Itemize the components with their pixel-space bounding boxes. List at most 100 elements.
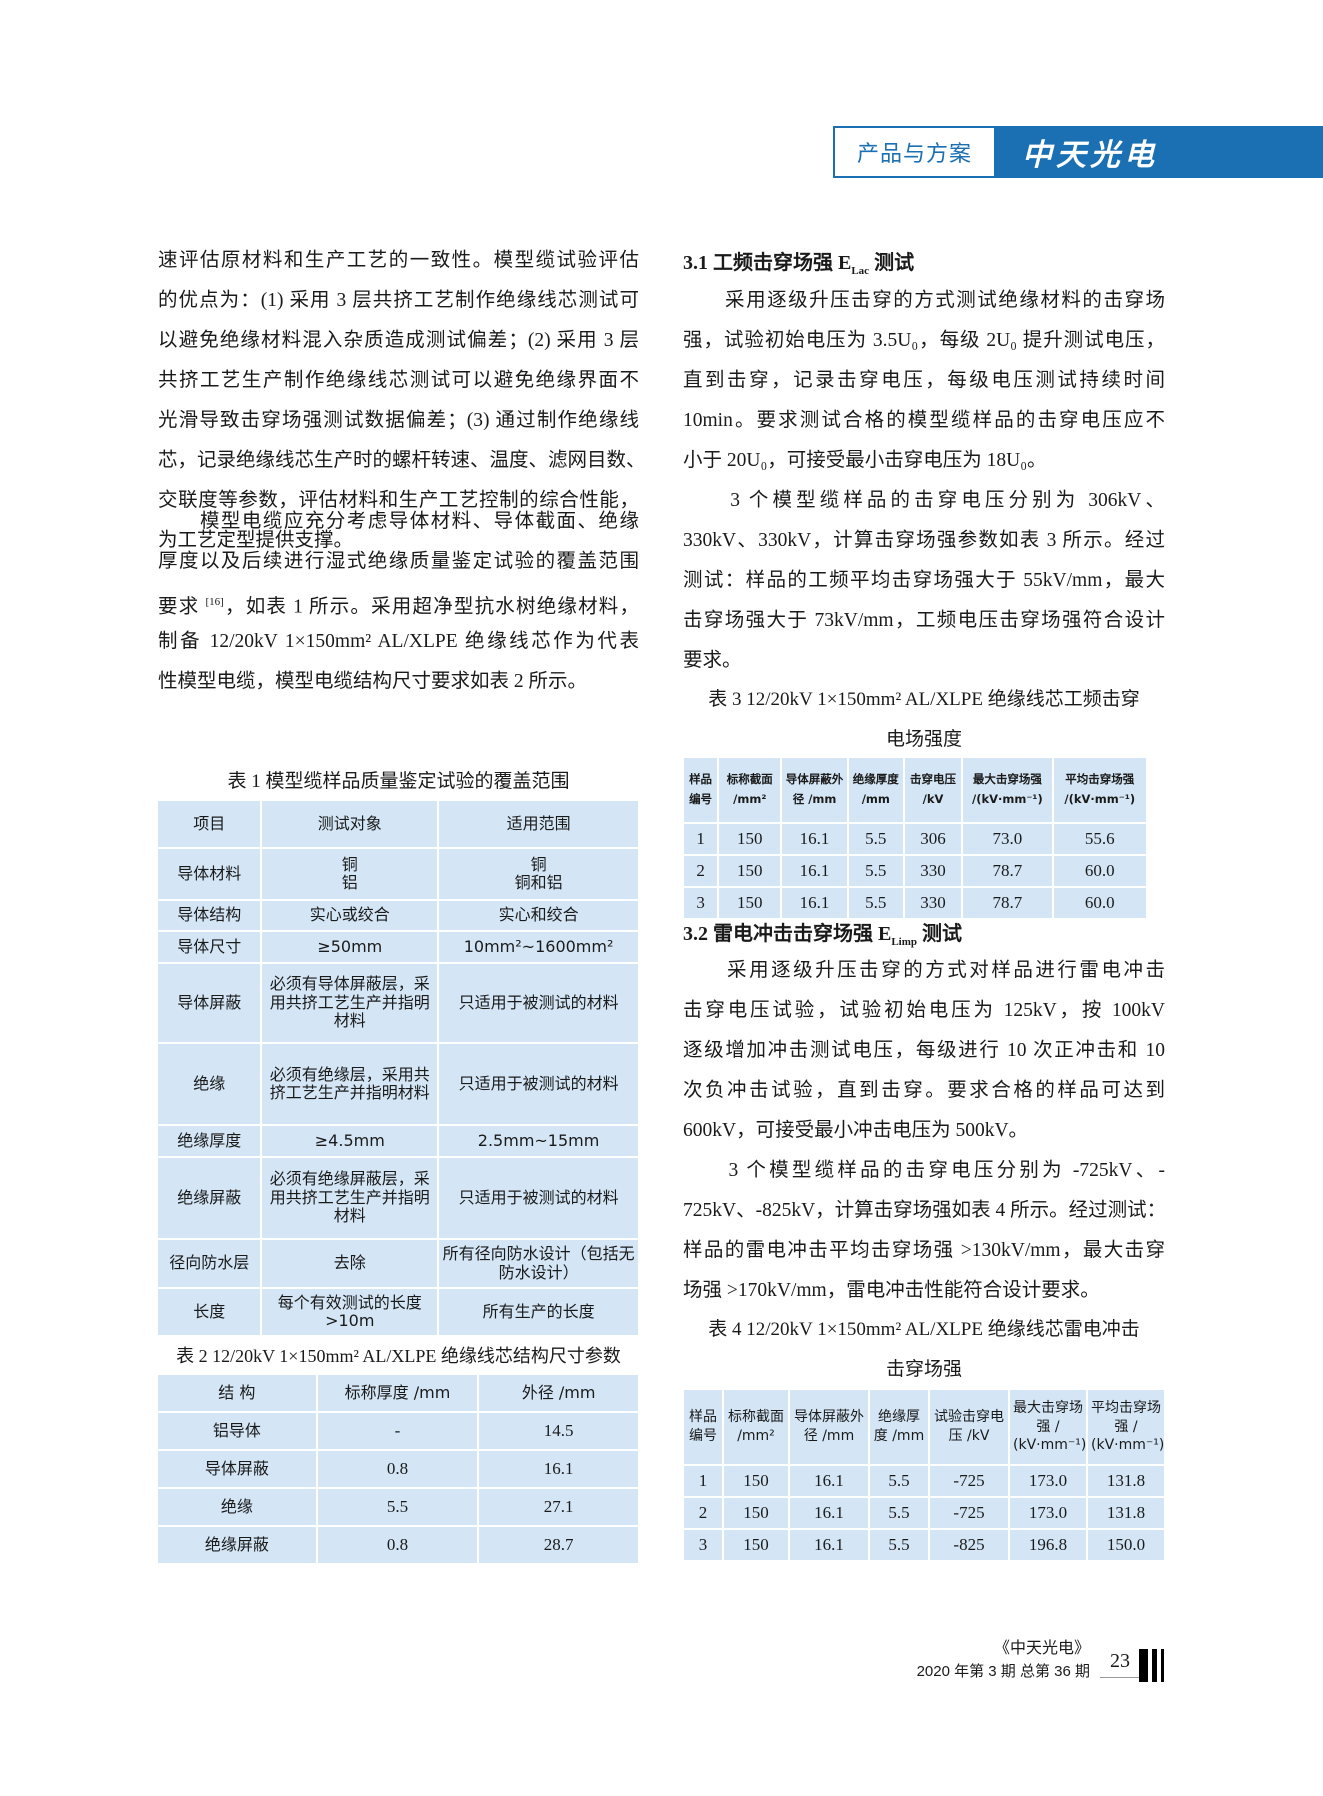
- table-header-row: 样品编号 标称截面 /mm² 导体屏蔽外径 /mm 绝缘厚度 /mm 试验击穿电压 /k…: [682, 1388, 1166, 1466]
- table-cell: 173.0: [1008, 1496, 1088, 1530]
- table-cell: 导体材料: [155, 847, 263, 901]
- table-cell: 导体尺寸: [155, 930, 263, 964]
- table-cell: 绝缘: [156, 1487, 318, 1527]
- text-line: 击穿电压试验，试验初始电压为 125kV，按 100kV: [683, 1000, 1165, 1021]
- text-line: 速评估原材料和生产工艺的一致性。模型缆试验评估: [158, 250, 639, 271]
- text-line: 测试：样品的工频平均击穿场强大于 55kV/mm，最大: [683, 570, 1165, 591]
- table-cell: 导体屏蔽: [155, 962, 263, 1044]
- text-line: 场强 >170kV/mm，雷电冲击性能符合设计要求。: [683, 1280, 1100, 1301]
- table-cell: 2.5mm~15mm: [437, 1124, 640, 1158]
- table-cell: 330: [902, 854, 964, 888]
- table-cell: 0.8: [315, 1449, 480, 1489]
- table-cell: 每个有效测试的长度>10m: [260, 1287, 440, 1337]
- text-line: 逐级增加冲击测试电压，每级进行 10 次正冲击和 10: [683, 1040, 1165, 1061]
- header-cell: 导体屏蔽外径 /mm: [780, 756, 849, 824]
- table-cell: -825: [928, 1528, 1010, 1562]
- table-cell: 150: [717, 854, 783, 888]
- table-cell: -725: [928, 1496, 1010, 1530]
- header-cell: 适用范围: [437, 799, 640, 849]
- table-cell: 150.0: [1086, 1528, 1166, 1562]
- table-cell: 16.1: [788, 1464, 870, 1498]
- table-cell: 所有径向防水设计（包括无防水设计）: [437, 1238, 640, 1289]
- table4-caption: 表 4 12/20kV 1×150mm² AL/XLPE 绝缘线芯雷电冲击: [708, 1319, 1140, 1340]
- table-cell: 78.7: [961, 854, 1054, 888]
- table3-caption-2: 电场强度: [885, 729, 962, 750]
- table3-caption: 表 3 12/20kV 1×150mm² AL/XLPE 绝缘线芯工频击穿: [708, 689, 1140, 710]
- table-cell: 60.0: [1051, 886, 1149, 920]
- table-row: 2 150 16.1 5.5 330 78.7 60.0: [681, 854, 1149, 888]
- table-cell: 5.5: [868, 1464, 930, 1498]
- section-3-1-heading: 3.1 工频击穿场强 ELac 测试: [683, 243, 1165, 283]
- table-cell: 绝缘屏蔽: [155, 1156, 263, 1240]
- table-cell: 150: [717, 822, 783, 856]
- text-line: 小于 20U₀，可接受最小击穿电压为 18U₀。: [683, 450, 1047, 471]
- table-row: 绝缘 必须有绝缘层，采用共挤工艺生产并指明材料 只适用于被测试的材料: [155, 1042, 640, 1126]
- table-cell: 1: [682, 1464, 724, 1498]
- brand-logo: 中天光电: [1022, 138, 1158, 173]
- table-row: 绝缘屏蔽 0.8 28.7: [156, 1525, 640, 1565]
- header-cell: 平均击穿场强 /(kV·mm⁻¹): [1051, 756, 1149, 824]
- text-line: 的优点为：(1) 采用 3 层共挤工艺制作绝缘线芯测试可: [158, 290, 639, 311]
- decor-bar: [1139, 1649, 1148, 1682]
- table-cell: 28.7: [477, 1525, 640, 1565]
- table-cell: ≥50mm: [260, 930, 440, 964]
- table-cell: 5.5: [868, 1528, 930, 1562]
- table-2: 结 构标称厚度 /mm 外径 /mm 铝导体 -14.5 导体屏蔽 0.8 16.1 绝缘 5.…: [156, 1373, 640, 1565]
- table-cell: 实心和绞合: [437, 899, 640, 932]
- text-line: 共挤工艺生产制作绝缘线芯测试可以避免绝缘界面不: [158, 370, 639, 391]
- table2-caption: 表 2 12/20kV 1×150mm² AL/XLPE 绝缘线芯结构尺寸参数: [176, 1346, 621, 1366]
- table-cell: 16.1: [477, 1449, 640, 1489]
- header-cell: 项目: [155, 799, 263, 849]
- table-cell: 306: [902, 822, 964, 856]
- table-row: 绝缘厚度 ≥4.5mm 2.5mm~15mm: [155, 1124, 640, 1158]
- text-line: 模型电缆应充分考虑导体材料、导体截面、绝缘: [158, 511, 639, 532]
- text-line: 直到击穿，记录击穿电压，每级电压测试持续时间: [683, 370, 1165, 391]
- table-3: 样品编号 标称截面 /mm² 导体屏蔽外径 /mm 绝缘厚度 /mm 击穿电压 /kV 最…: [681, 756, 1149, 920]
- table-cell: 2: [682, 1496, 724, 1530]
- table-cell: 150: [722, 1528, 790, 1562]
- text-line: 芯，记录绝缘线芯生产时的螺杆转速、温度、滤网目数、: [158, 450, 646, 471]
- decor-bar: [1161, 1649, 1164, 1682]
- header-cell: 平均击穿场强 / (kV·mm⁻¹): [1086, 1388, 1166, 1466]
- table-cell: 27.1: [477, 1487, 640, 1527]
- table-row: 导体屏蔽 0.8 16.1: [156, 1449, 640, 1489]
- table-cell: 5.5: [868, 1496, 930, 1530]
- table-header-row: 结 构标称厚度 /mm 外径 /mm: [156, 1373, 640, 1413]
- table-cell: 绝缘: [155, 1042, 263, 1126]
- table1-caption: 表 1 模型缆样品质量鉴定试验的覆盖范围: [227, 771, 570, 792]
- table-cell: 5.5: [846, 822, 905, 856]
- text-line: 725kV、-825kV，计算击穿场强如表 4 所示。经过测试：: [683, 1200, 1167, 1221]
- text: 测试: [917, 923, 963, 945]
- table-cell: 78.7: [961, 886, 1054, 920]
- table-cell: 16.1: [780, 886, 849, 920]
- table4-caption-2: 击穿场强: [885, 1359, 962, 1380]
- text-line: 光滑导致击穿场强测试数据偏差；(3) 通过制作绝缘线: [158, 410, 639, 431]
- table-row: 导体材料铜 铝铜 铜和铝: [155, 847, 640, 901]
- table-row: 导体结构 实心或绞合 实心和绞合: [155, 899, 640, 932]
- table-cell: 16.1: [788, 1496, 870, 1530]
- header-cell: 绝缘厚度 /mm: [846, 756, 905, 824]
- table-row: 径向防水层 去除 所有径向防水设计（包括无防水设计）: [155, 1238, 640, 1289]
- text-line: 样品的雷电冲击平均击穿场强 >130kV/mm，最大击穿: [683, 1240, 1165, 1261]
- table-cell: 196.8: [1008, 1528, 1088, 1562]
- table-header-row: 样品编号 标称截面 /mm² 导体屏蔽外径 /mm 绝缘厚度 /mm 击穿电压 /kV 最…: [681, 756, 1149, 824]
- table-cell: 131.8: [1086, 1464, 1166, 1498]
- decor-bar: [1152, 1649, 1157, 1682]
- table-cell: 16.1: [780, 822, 849, 856]
- citation: [16]: [205, 596, 224, 608]
- table-cell: 73.0: [961, 822, 1054, 856]
- table-cell: 所有生产的长度: [437, 1287, 640, 1337]
- table-cell: 150: [722, 1496, 790, 1530]
- header-cell: 导体屏蔽外径 /mm: [788, 1388, 870, 1466]
- table-row: 1 150 16.1 5.5 306 73.0 55.6: [681, 822, 1149, 856]
- table-cell: 去除: [260, 1238, 440, 1289]
- text-line: 为工艺定型提供支撑。: [158, 530, 354, 551]
- table-cell: 3: [681, 886, 720, 920]
- section-3-2-heading: 3.2 雷电冲击击穿场强 ELimp 测试: [683, 914, 1165, 954]
- table-cell: 只适用于被测试的材料: [437, 1042, 640, 1126]
- table-row: 绝缘 5.5 27.1: [156, 1487, 640, 1527]
- table-cell: 必须有绝缘屏蔽层，采用共挤工艺生产并指明材料: [260, 1156, 440, 1240]
- table-row: 1 150 16.1 5.5 -725 173.0 131.8: [682, 1464, 1166, 1498]
- header-cell: 绝缘厚度 /mm: [868, 1388, 930, 1466]
- table-cell: 铝导体: [156, 1411, 318, 1451]
